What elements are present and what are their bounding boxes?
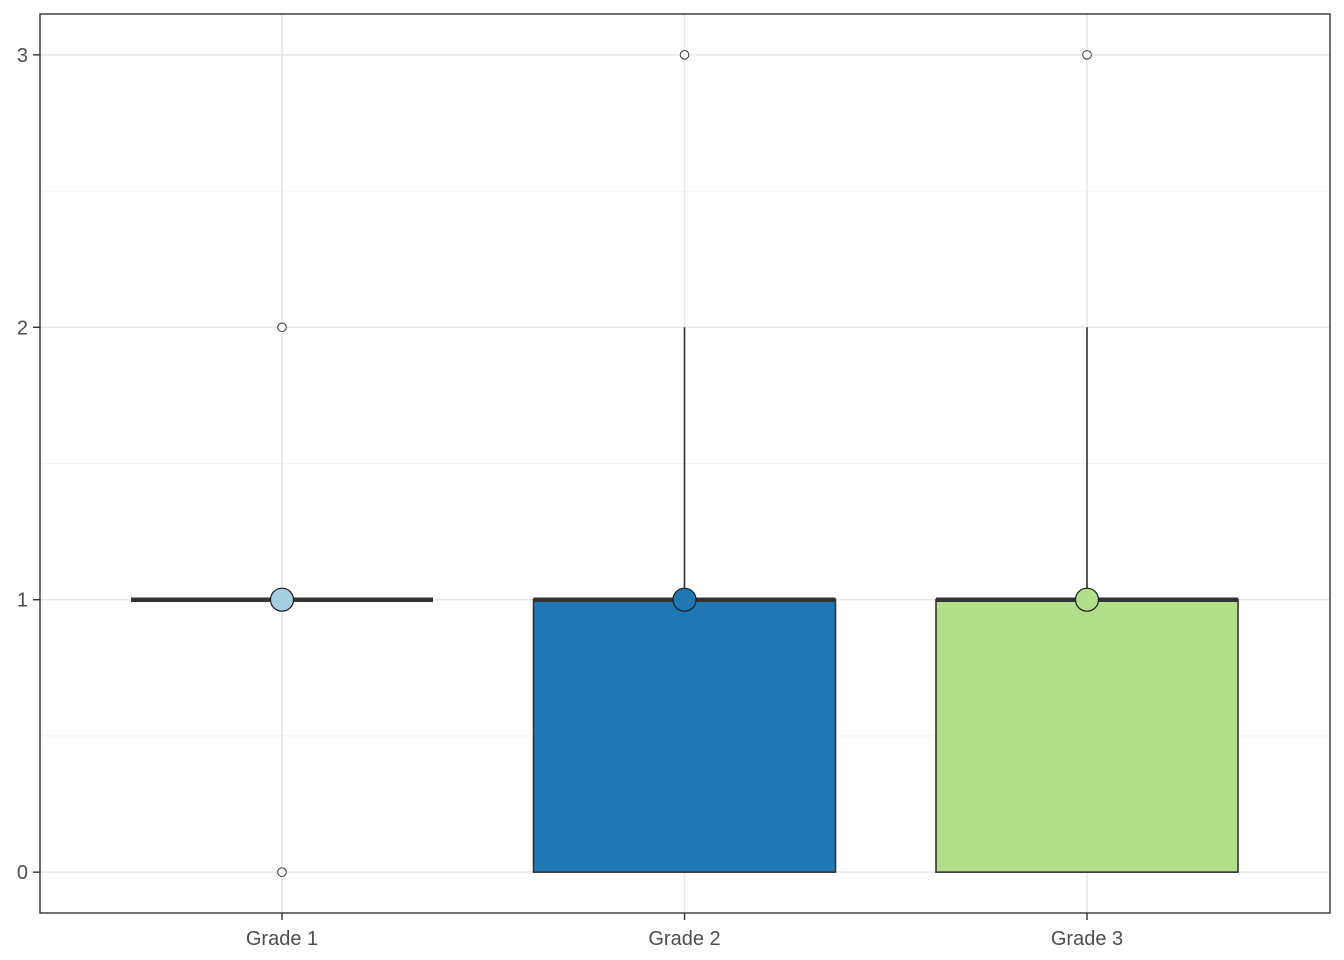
box-series bbox=[131, 50, 1239, 877]
x-tick-label: Grade 3 bbox=[1051, 928, 1123, 950]
axes: 0 1 2 3 Grade 1 Grade 2 Grade 3 bbox=[17, 45, 1123, 950]
y-tick-label: 0 bbox=[17, 862, 28, 884]
x-tick-label: Grade 2 bbox=[648, 928, 720, 950]
x-tick-label: Grade 1 bbox=[246, 928, 318, 950]
box-1 bbox=[131, 322, 433, 877]
outlier-point bbox=[679, 50, 690, 60]
y-tick-label: 1 bbox=[17, 590, 28, 612]
box-body bbox=[935, 598, 1239, 873]
box-3 bbox=[935, 50, 1239, 873]
outlier-point bbox=[277, 867, 287, 877]
y-tick-label: 2 bbox=[17, 317, 28, 339]
outlier-point bbox=[1082, 50, 1092, 60]
mean-point bbox=[269, 587, 295, 612]
box-body bbox=[532, 598, 837, 873]
mean-point bbox=[1074, 587, 1100, 612]
outlier-point bbox=[277, 322, 287, 333]
mean-point bbox=[672, 587, 697, 612]
y-tick-label: 3 bbox=[17, 45, 28, 67]
box-2 bbox=[532, 50, 837, 873]
